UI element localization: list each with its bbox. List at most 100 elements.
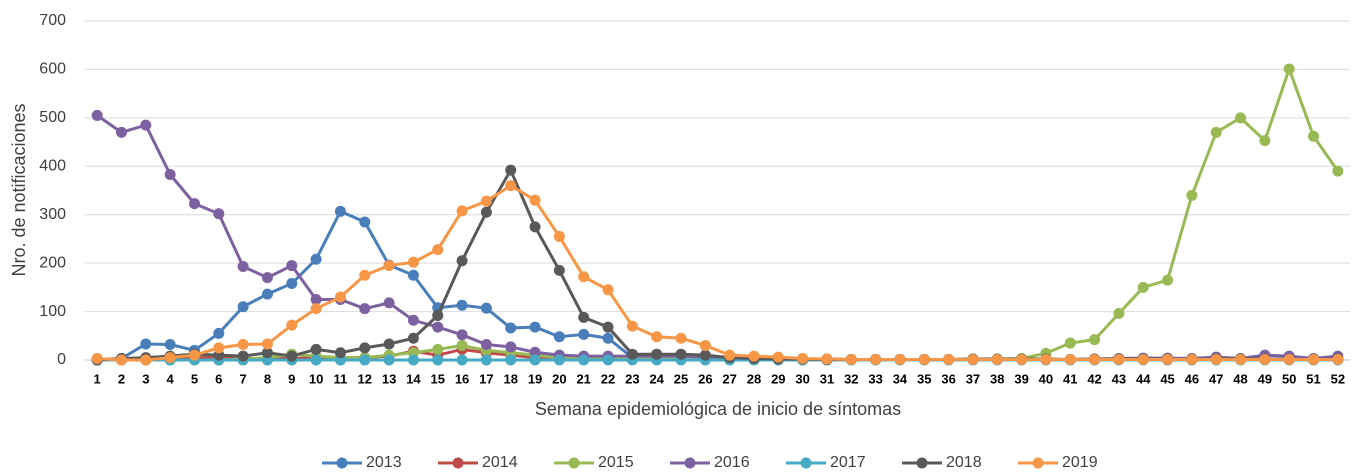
data-point — [140, 354, 152, 366]
x-tick-label: 45 — [1160, 371, 1174, 386]
x-tick-label: 8 — [264, 371, 271, 386]
x-tick-label: 10 — [309, 371, 323, 386]
data-point — [505, 322, 517, 334]
data-point — [407, 332, 419, 344]
data-point — [456, 329, 468, 341]
x-tick-label: 9 — [288, 371, 295, 386]
data-point — [553, 354, 565, 366]
data-point — [1308, 130, 1320, 142]
data-point — [432, 354, 444, 366]
legend-marker — [336, 457, 348, 469]
data-point — [748, 350, 760, 362]
data-point — [310, 253, 322, 265]
data-point — [529, 194, 541, 206]
data-point — [286, 260, 298, 272]
x-tick-label: 6 — [215, 371, 222, 386]
x-tick-label: 34 — [893, 371, 908, 386]
data-point — [529, 321, 541, 333]
data-point — [1137, 281, 1149, 293]
data-point — [213, 327, 225, 339]
data-point — [480, 302, 492, 314]
legend-marker — [568, 457, 580, 469]
data-point — [529, 354, 541, 366]
data-point — [480, 354, 492, 366]
data-point — [529, 221, 541, 233]
data-point — [1235, 354, 1247, 366]
data-point — [991, 354, 1003, 366]
x-tick-label: 5 — [191, 371, 198, 386]
data-point — [626, 348, 638, 360]
data-point — [407, 256, 419, 268]
x-tick-label: 1 — [94, 371, 101, 386]
data-point — [967, 354, 979, 366]
data-point — [456, 255, 468, 267]
data-point — [91, 109, 103, 121]
data-point — [237, 261, 249, 273]
data-point — [456, 339, 468, 351]
legend-label: 2013 — [366, 454, 402, 471]
data-point — [383, 338, 395, 350]
data-point — [1259, 135, 1271, 147]
legend-marker — [916, 457, 928, 469]
y-tick-label: 700 — [39, 12, 66, 29]
series-line — [96, 114, 1338, 362]
data-point — [1040, 354, 1052, 366]
x-tick-label: 48 — [1233, 371, 1247, 386]
data-point — [870, 354, 882, 366]
series — [91, 180, 1344, 366]
x-tick-label: 36 — [941, 371, 955, 386]
data-point — [115, 126, 127, 138]
x-tick-label: 18 — [503, 371, 517, 386]
x-tick-label: 11 — [334, 371, 348, 386]
data-point — [918, 354, 930, 366]
x-tick-label: 25 — [674, 371, 688, 386]
data-point — [432, 244, 444, 256]
x-tick-label: 39 — [1014, 371, 1028, 386]
x-tick-label: 14 — [406, 371, 421, 386]
x-tick-label: 24 — [649, 371, 664, 386]
data-point — [359, 354, 371, 366]
data-point — [553, 231, 565, 243]
x-tick-label: 21 — [576, 371, 590, 386]
series-line — [97, 183, 1338, 362]
data-point — [359, 342, 371, 354]
data-point — [237, 339, 249, 351]
data-point — [359, 216, 371, 228]
data-point — [261, 338, 273, 350]
y-tick-label: 600 — [39, 61, 66, 78]
data-point — [699, 339, 711, 351]
data-point — [1210, 354, 1222, 366]
data-point — [1259, 354, 1271, 366]
data-point — [626, 320, 638, 332]
data-point — [286, 319, 298, 331]
legend-marker — [1032, 457, 1044, 469]
x-tick-label: 40 — [1039, 371, 1053, 386]
data-point — [383, 297, 395, 309]
series — [91, 109, 1344, 366]
data-point — [164, 352, 176, 364]
data-point — [456, 299, 468, 311]
x-tick-label: 52 — [1331, 371, 1345, 386]
x-tick-label: 17 — [479, 371, 493, 386]
data-point — [1210, 126, 1222, 138]
data-point — [1308, 354, 1320, 366]
data-point — [943, 354, 955, 366]
data-point — [456, 205, 468, 217]
data-point — [432, 343, 444, 355]
data-point — [772, 351, 784, 363]
data-point — [1332, 354, 1344, 366]
data-point — [480, 206, 492, 218]
x-tick-label: 31 — [820, 371, 834, 386]
data-point — [286, 350, 298, 362]
data-point — [213, 208, 225, 220]
data-point — [821, 353, 833, 365]
legend-label: 2016 — [714, 454, 750, 471]
x-tick-label: 44 — [1136, 371, 1151, 386]
x-tick-label: 23 — [625, 371, 639, 386]
data-point — [310, 354, 322, 366]
data-point — [1162, 274, 1174, 286]
data-point — [505, 180, 517, 192]
x-tick-label: 13 — [382, 371, 396, 386]
data-point — [115, 354, 127, 366]
y-tick-label: 300 — [39, 206, 66, 223]
